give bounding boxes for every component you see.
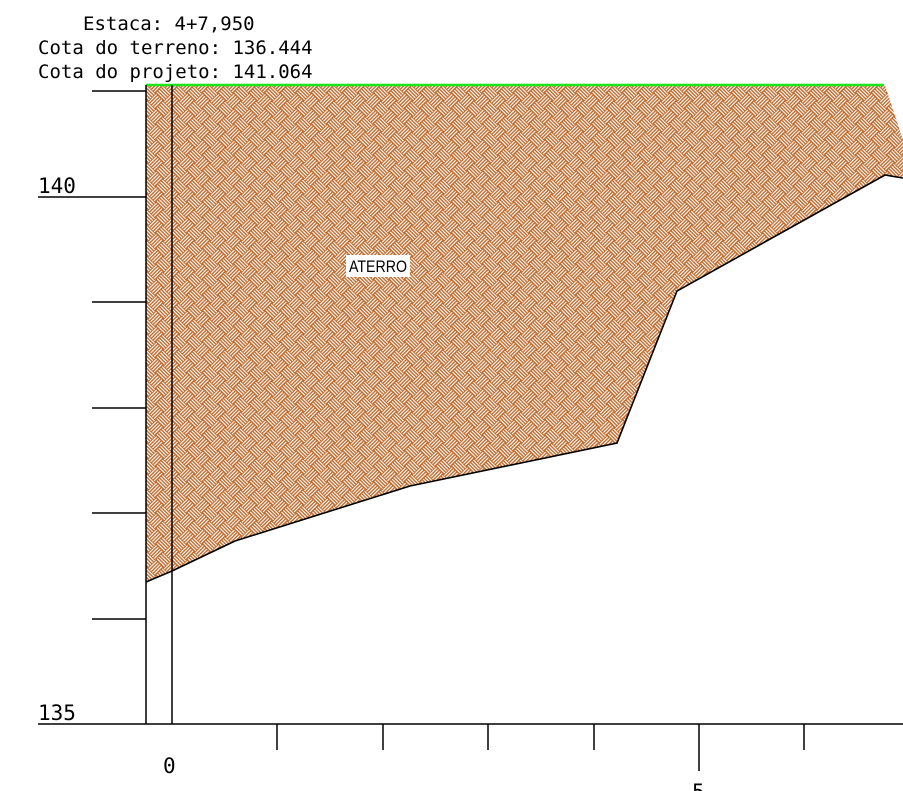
terrain-elevation-text: Cota do terreno: 136.444	[38, 37, 313, 59]
fill-label-background	[346, 255, 410, 277]
fill-label: ATERRO	[349, 257, 407, 276]
project-elevation-text: Cota do projeto: 141.064	[38, 61, 313, 83]
y-label-135: 135	[38, 701, 76, 725]
fill-area	[146, 85, 903, 582]
station-text: Estaca: 4+7,950	[83, 13, 255, 35]
x-label-5: 5	[692, 780, 705, 791]
x-label-0: 0	[163, 754, 176, 778]
y-label-140: 140	[38, 174, 76, 198]
terrain-line	[145, 174, 903, 583]
